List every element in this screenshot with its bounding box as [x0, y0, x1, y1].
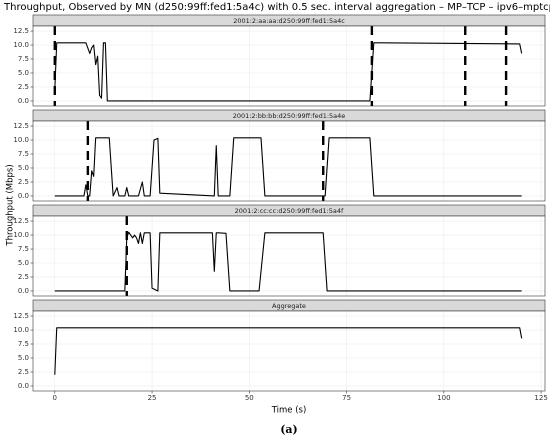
y-tick-label: 0.0	[18, 287, 29, 295]
x-tick-label: 100	[437, 394, 450, 402]
x-tick-label: 0	[53, 394, 57, 402]
panel-bg	[33, 121, 545, 201]
panel-title: 2001:2:bb:bb:d250:99ff:fed1:5a4e	[233, 112, 346, 120]
y-tick-label: 12.5	[13, 122, 29, 130]
y-tick-label: 5.0	[18, 164, 29, 172]
y-tick-label: 2.5	[18, 178, 29, 186]
y-tick-label: 10.0	[13, 41, 29, 49]
panel-border	[32, 310, 546, 392]
panel-border	[32, 215, 546, 297]
caption: (a)	[280, 423, 298, 436]
y-tick-label: 2.5	[18, 273, 29, 281]
y-tick-label: 2.5	[18, 368, 29, 376]
panel-border	[32, 120, 546, 202]
chart-title: Throughput, Observed by MN (d250:99ff:fe…	[3, 2, 550, 13]
y-tick-label: 12.5	[13, 312, 29, 320]
panel-bg	[33, 311, 545, 391]
throughput-line	[54, 137, 522, 197]
y-tick-label: 10.0	[13, 326, 29, 334]
y-tick-label: 2.5	[18, 83, 29, 91]
panel-title: 2001:2:aa:aa:d250:99ff:fed1:5a4c	[233, 17, 345, 25]
throughput-line	[54, 42, 523, 102]
y-tick-label: 10.0	[13, 136, 29, 144]
y-tick-label: 10.0	[13, 231, 29, 239]
y-tick-label: 7.5	[18, 340, 29, 348]
y-tick-label: 0.0	[18, 192, 29, 200]
x-tick-label: 25	[148, 394, 157, 402]
y-tick-label: 0.0	[18, 382, 29, 390]
y-tick-label: 12.5	[13, 27, 29, 35]
panel-title: 2001:2:cc:cc:d250:99ff:fed1:5a4f	[235, 207, 344, 215]
x-tick-label: 50	[245, 394, 254, 402]
y-tick-label: 7.5	[18, 55, 29, 63]
y-tick-label: 12.5	[13, 217, 29, 225]
panel-border	[32, 25, 546, 107]
panel-title: Aggregate	[272, 302, 306, 310]
panel-bg	[33, 26, 545, 106]
y-tick-label: 7.5	[18, 150, 29, 158]
y-tick-label: 0.0	[18, 97, 29, 105]
x-axis-title: Time (s)	[271, 406, 307, 416]
x-tick-label: 75	[342, 394, 351, 402]
y-tick-label: 7.5	[18, 245, 29, 253]
y-tick-label: 5.0	[18, 259, 29, 267]
y-axis-title: Throughput (Mbps)	[6, 164, 16, 246]
y-tick-label: 5.0	[18, 69, 29, 77]
throughput-line	[54, 231, 522, 292]
panel-bg	[33, 216, 545, 296]
throughput-line	[54, 327, 523, 375]
y-tick-label: 5.0	[18, 354, 29, 362]
x-tick-label: 125	[534, 394, 547, 402]
